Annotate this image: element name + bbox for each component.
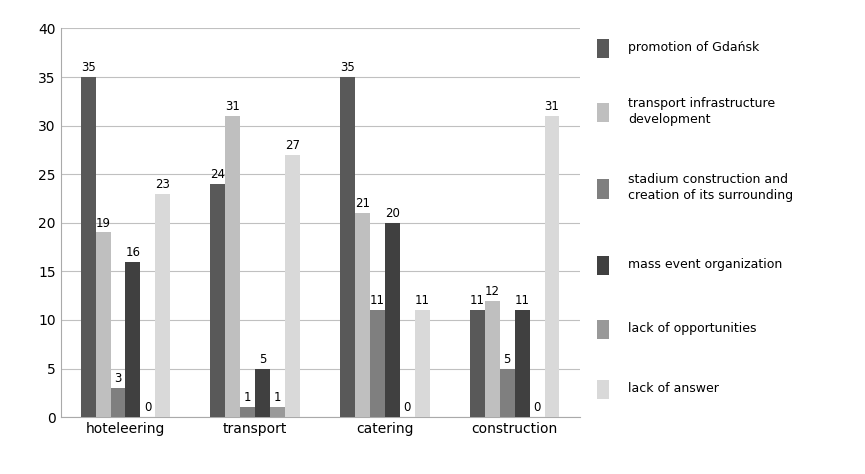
Bar [80, 77, 96, 417]
Bar [210, 184, 225, 417]
Text: 0: 0 [404, 401, 411, 414]
Bar [255, 369, 270, 417]
FancyBboxPatch shape [597, 256, 608, 275]
FancyBboxPatch shape [597, 320, 608, 339]
Text: 5: 5 [503, 353, 511, 365]
Text: 0: 0 [534, 401, 541, 414]
Text: 16: 16 [125, 246, 140, 259]
Bar [156, 194, 170, 417]
Text: 3: 3 [114, 372, 122, 385]
Text: 11: 11 [370, 294, 385, 307]
Text: 11: 11 [414, 294, 430, 307]
Bar [96, 233, 111, 417]
FancyBboxPatch shape [597, 39, 608, 58]
Text: lack of opportunities: lack of opportunities [628, 322, 757, 335]
Text: 19: 19 [95, 217, 111, 229]
Text: 0: 0 [144, 401, 151, 414]
Bar [415, 310, 430, 417]
Text: 35: 35 [340, 61, 355, 74]
Bar [515, 310, 529, 417]
Text: 21: 21 [355, 197, 370, 210]
Text: stadium construction and
creation of its surrounding: stadium construction and creation of its… [628, 173, 793, 202]
Text: 11: 11 [470, 294, 485, 307]
FancyBboxPatch shape [597, 103, 608, 122]
Bar [340, 77, 356, 417]
Text: promotion of Gdańsk: promotion of Gdańsk [628, 41, 759, 54]
Bar [270, 408, 285, 417]
Bar [240, 408, 255, 417]
Bar [385, 223, 400, 417]
Text: mass event organization: mass event organization [628, 258, 782, 271]
Text: 1: 1 [244, 392, 252, 404]
Text: 11: 11 [515, 294, 529, 307]
Text: 5: 5 [259, 353, 266, 365]
Bar [285, 155, 300, 417]
Text: 35: 35 [80, 61, 95, 74]
Bar [485, 301, 500, 417]
Bar [356, 213, 370, 417]
Bar [225, 116, 240, 417]
Bar [470, 310, 484, 417]
Text: 20: 20 [385, 207, 400, 220]
Text: 1: 1 [274, 392, 281, 404]
FancyBboxPatch shape [597, 380, 608, 399]
Bar [111, 388, 125, 417]
Bar [125, 262, 140, 417]
Bar [545, 116, 560, 417]
FancyBboxPatch shape [597, 180, 608, 199]
Text: 24: 24 [210, 168, 226, 181]
Text: transport infrastructure
development: transport infrastructure development [628, 97, 775, 126]
Text: 27: 27 [285, 139, 300, 152]
Bar [500, 369, 515, 417]
Bar [370, 310, 385, 417]
Text: lack of answer: lack of answer [628, 382, 719, 395]
Text: 23: 23 [156, 178, 170, 191]
Text: 31: 31 [226, 100, 240, 113]
Text: 31: 31 [545, 100, 560, 113]
Text: 12: 12 [484, 284, 500, 298]
